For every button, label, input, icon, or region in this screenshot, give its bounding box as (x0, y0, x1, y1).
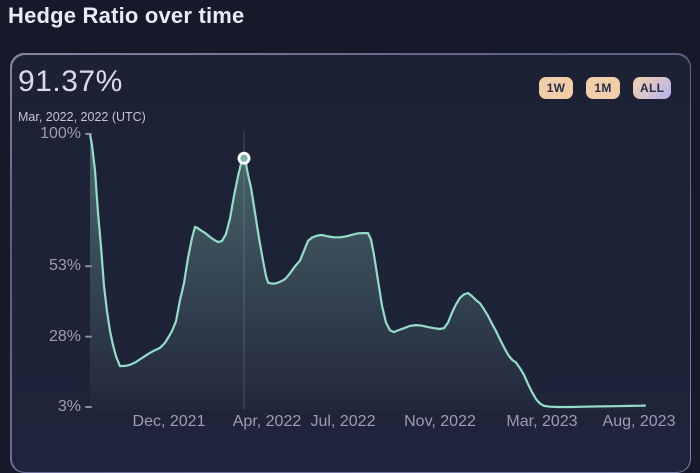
chart[interactable] (0, 0, 700, 457)
page-title: Hedge Ratio over time (8, 3, 245, 28)
range-selector: 1W 1M ALL (539, 77, 672, 99)
marker-dot-core (240, 154, 248, 162)
current-value: 91.37% (18, 65, 123, 98)
x-tick-label: Apr, 2022 (232, 413, 302, 430)
x-tick-label: Jul, 2022 (310, 413, 376, 430)
ratio-line (88, 132, 647, 409)
y-tick-label: 100% (40, 125, 81, 142)
y-tick-dash (85, 265, 92, 268)
x-tick-label: Nov, 2022 (404, 413, 476, 430)
y-tick-marks (85, 133, 92, 408)
y-tick-dash (85, 406, 92, 408)
y-tick-label: 53% (48, 257, 81, 275)
x-tick-label: Mar, 2023 (506, 413, 578, 430)
timestamp-label: Mar, 2022, 2022 (UTC) (18, 110, 146, 124)
x-tick-label: Dec, 2021 (132, 413, 206, 430)
y-tick-dash (85, 335, 92, 338)
x-tick-label: Aug, 2023 (602, 413, 676, 430)
range-button-all[interactable]: ALL (633, 77, 672, 99)
area-fill (90, 134, 645, 410)
range-button-1w[interactable]: 1W (539, 77, 573, 99)
range-button-1m[interactable]: 1M (586, 77, 620, 99)
y-tick-dash (85, 133, 92, 135)
y-tick-label: 3% (57, 398, 81, 415)
y-tick-label: 28% (48, 327, 81, 345)
